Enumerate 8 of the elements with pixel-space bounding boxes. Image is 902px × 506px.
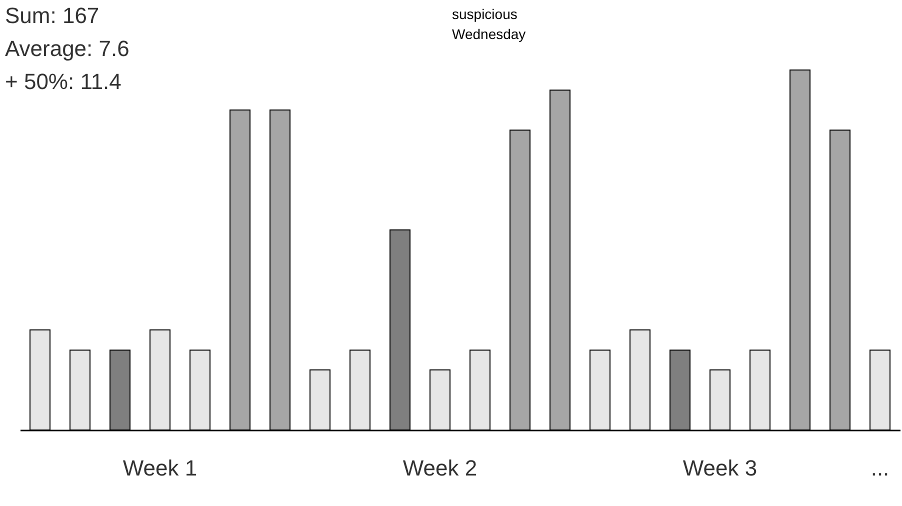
text: suspicious Wednesday <box>452 6 526 42</box>
text: Average: 7.6 <box>5 36 130 61</box>
x-tick-label: Week 3 <box>682 456 758 480</box>
x-tick-label: Week 2 <box>402 456 478 480</box>
x-tick-label: Week 1 <box>122 456 198 480</box>
text: Sum: 167 <box>5 3 100 28</box>
x-tick-label: ... <box>870 456 890 480</box>
annotation: + 50%: 11.4 <box>5 69 122 94</box>
